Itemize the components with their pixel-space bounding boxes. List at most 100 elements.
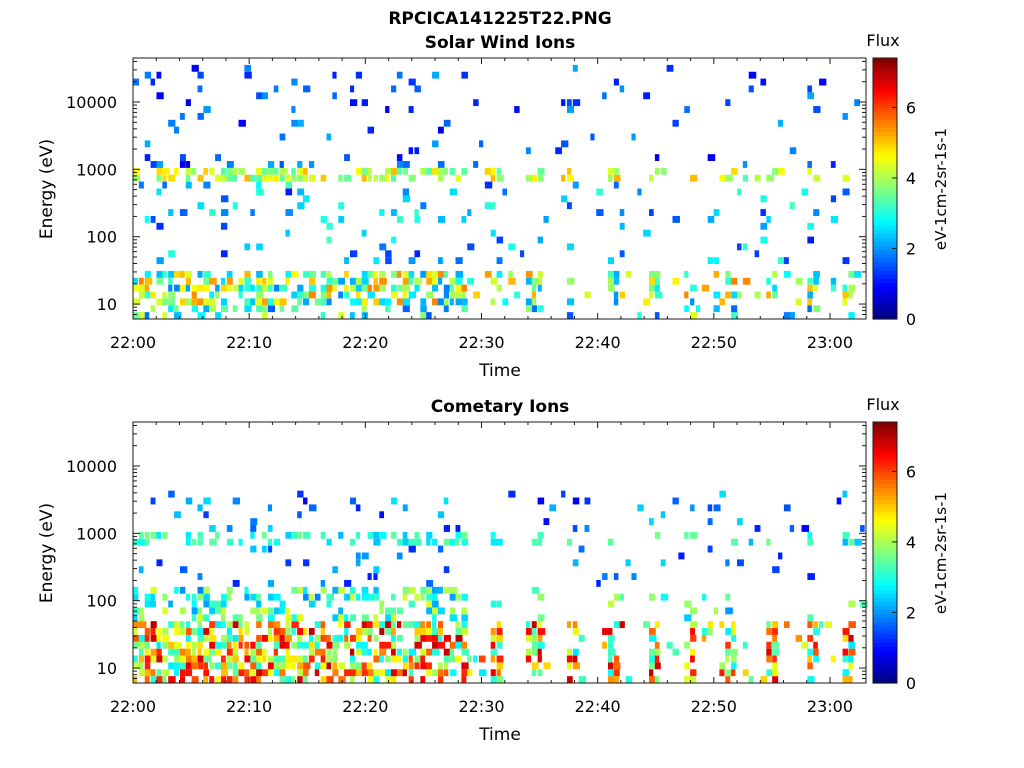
heatmap-cell — [408, 648, 417, 656]
heatmap-cell — [402, 167, 409, 175]
heatmap-cell — [332, 92, 337, 100]
heatmap-cell — [226, 628, 232, 635]
heatmap-cell — [220, 305, 228, 313]
colorbar-segment — [873, 462, 897, 468]
heatmap-cell — [654, 291, 663, 299]
heatmap-cell — [455, 634, 463, 642]
heatmap-cell — [432, 298, 440, 306]
heatmap-cell — [402, 504, 408, 512]
heatmap-cell — [684, 641, 690, 649]
heatmap-cell — [719, 490, 726, 498]
heatmap-cell — [338, 215, 345, 223]
heatmap-cell — [490, 277, 498, 285]
heatmap-cell — [391, 284, 397, 292]
heatmap-cell — [297, 188, 305, 196]
heatmap-cell — [772, 676, 779, 683]
heatmap-cell — [684, 291, 689, 299]
heatmap-cell — [414, 147, 420, 155]
heatmap-cell — [320, 298, 327, 306]
heatmap-cell — [332, 284, 337, 292]
heatmap-cell — [385, 628, 392, 635]
colorbar-segment — [873, 572, 897, 578]
heatmap-cell — [138, 634, 147, 642]
heatmap-cell — [572, 64, 578, 72]
heatmap-cell — [285, 614, 291, 622]
heatmap-cell — [391, 593, 396, 601]
heatmap-cell — [807, 621, 813, 629]
solar-wind-panel: Solar Wind Ions 22:00 22:10 22:20 22:30 22:4… — [37, 31, 950, 381]
colorbar-segment — [873, 111, 897, 116]
heatmap-cell — [297, 662, 304, 670]
colorbar-segment — [873, 90, 897, 96]
heatmap-cell — [226, 655, 233, 663]
heatmap-cell — [408, 277, 414, 285]
heatmap-cell — [426, 531, 433, 539]
heatmap-cell — [766, 641, 772, 649]
heatmap-cell — [443, 525, 451, 532]
colorbar-segment — [873, 678, 897, 684]
heatmap-cell — [285, 607, 290, 615]
heatmap-cell — [531, 298, 537, 306]
heatmap-cell — [426, 593, 433, 601]
heatmap-cell — [666, 64, 674, 72]
heatmap-cell — [426, 648, 434, 656]
colorbar-segment — [873, 200, 897, 206]
heatmap-cell — [437, 161, 445, 168]
heatmap-cell — [150, 621, 157, 629]
heatmap-cell — [396, 284, 403, 292]
heatmap-cell — [848, 648, 856, 656]
heatmap-cell — [144, 215, 150, 223]
colorbar-segment — [873, 94, 897, 100]
colorbar-segment — [873, 265, 897, 271]
heatmap-cell — [490, 298, 496, 306]
heatmap-cell — [279, 607, 285, 615]
heatmap-cell — [654, 531, 661, 539]
heatmap-cell — [496, 655, 504, 663]
heatmap-cell — [420, 298, 427, 306]
heatmap-cell — [848, 538, 854, 546]
heatmap-cell — [267, 298, 274, 306]
heatmap-cell — [156, 161, 164, 168]
heatmap-cell — [262, 277, 267, 285]
heatmap-cell — [396, 215, 403, 223]
heatmap-cell — [373, 298, 381, 306]
heatmap-cell — [361, 277, 369, 285]
heatmap-cell — [385, 607, 392, 615]
heatmap-cell — [361, 669, 369, 677]
heatmap-cell — [232, 669, 240, 677]
heatmap-cell — [168, 600, 173, 608]
colorbar-tick-label: 0 — [906, 310, 916, 329]
colorbar-segment — [873, 450, 897, 456]
heatmap-cell — [420, 270, 427, 278]
heatmap-cell — [197, 538, 203, 546]
heatmap-cell — [666, 641, 673, 649]
heatmap-cell — [619, 209, 625, 216]
heatmap-cell — [162, 174, 167, 182]
heatmap-cell — [279, 676, 287, 683]
heatmap-cell — [291, 655, 298, 663]
heatmap-cell — [168, 250, 176, 258]
heatmap-cell — [332, 634, 340, 642]
heatmap-cell — [695, 305, 701, 313]
heatmap-cell — [613, 174, 621, 182]
heatmap-cell — [209, 291, 215, 299]
heatmap-cell — [273, 628, 281, 635]
heatmap-cell — [250, 593, 258, 601]
heatmap-cell — [760, 222, 768, 230]
heatmap-cell — [168, 291, 176, 299]
heatmap-cell — [437, 676, 444, 683]
heatmap-cell — [267, 669, 273, 677]
heatmap-cell — [355, 552, 361, 560]
colorbar-segment — [873, 642, 897, 647]
heatmap-cell — [279, 161, 284, 168]
heatmap-cell — [572, 181, 579, 189]
heatmap-cell — [174, 669, 179, 677]
colorbar-segment — [873, 552, 897, 558]
heatmap-cell — [256, 676, 261, 683]
heatmap-cell — [361, 593, 370, 601]
heatmap-cell — [344, 284, 349, 292]
heatmap-cell — [320, 648, 326, 656]
heatmap-cell — [349, 593, 355, 601]
heatmap-cell — [566, 174, 574, 182]
x-tick-label: 22:00 — [110, 333, 156, 352]
